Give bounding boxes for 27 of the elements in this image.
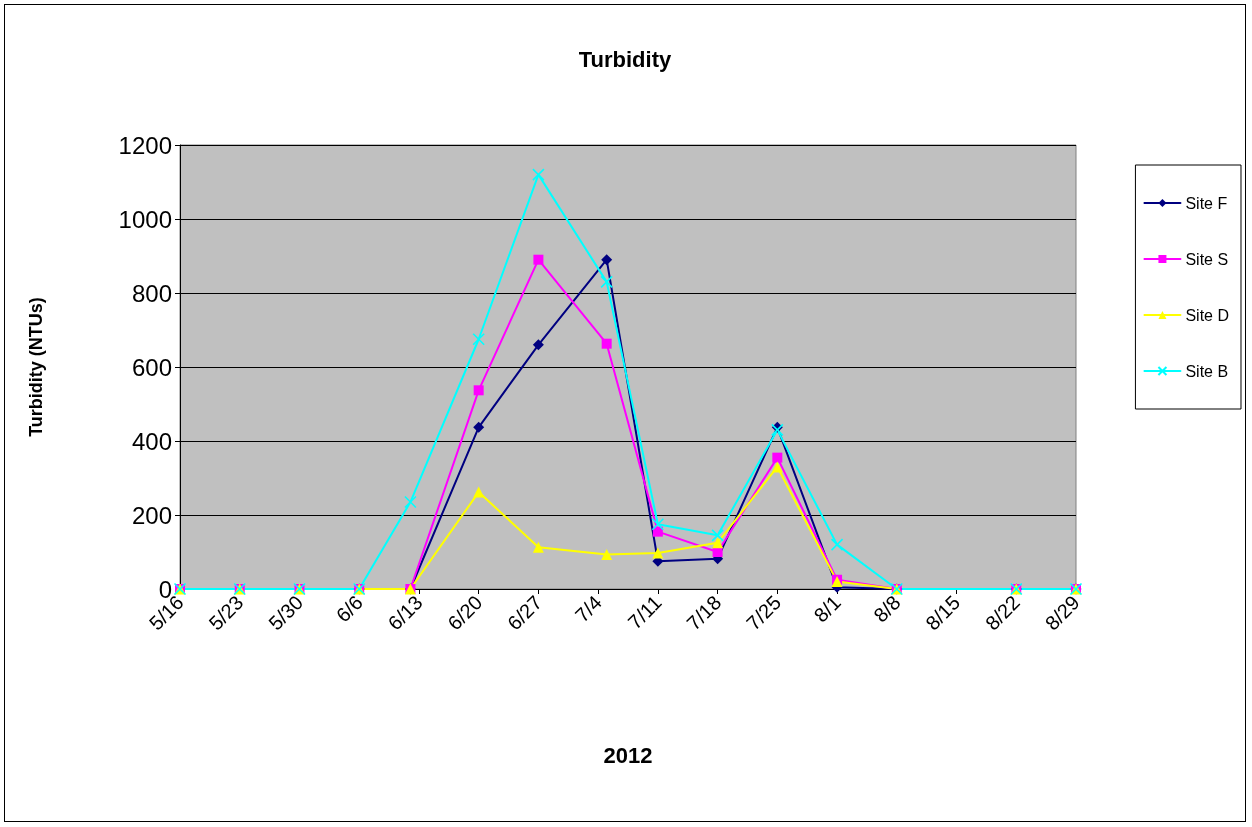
legend-label: Site D <box>1185 306 1230 324</box>
x-tick-label: 6/27 <box>503 591 547 635</box>
y-tick-label: 600 <box>131 353 172 381</box>
x-tick-label: 7/18 <box>682 591 726 635</box>
legend-label: Site F <box>1185 194 1228 212</box>
x-tick-label: 7/4 <box>570 591 606 627</box>
x-tick-label: 5/23 <box>204 591 248 635</box>
y-tick-label: 1000 <box>118 205 172 233</box>
x-tick-label: 6/13 <box>383 591 427 635</box>
y-axis-title: Turbidity (NTUs) <box>26 297 46 437</box>
y-tick-label: 400 <box>131 427 172 455</box>
x-tick-label: 5/30 <box>264 591 308 635</box>
x-tick-label: 7/25 <box>742 591 786 635</box>
y-tick-label: 200 <box>131 501 172 529</box>
chart-title: Turbidity <box>578 46 672 72</box>
x-tick-label: 8/29 <box>1040 591 1084 635</box>
x-tick-label: 6/20 <box>443 591 487 635</box>
legend-label: Site S <box>1185 250 1229 268</box>
x-tick-label: 8/22 <box>980 591 1025 635</box>
x-tick-label: 8/8 <box>869 591 905 627</box>
x-axis-title: 2012 <box>603 742 653 768</box>
x-tick-label: 6/6 <box>331 591 367 627</box>
x-tick-label: 7/11 <box>623 591 666 634</box>
x-tick-label: 8/1 <box>809 591 845 627</box>
y-tick-label: 1200 <box>118 131 172 159</box>
legend-label: Site B <box>1185 362 1229 380</box>
y-tick-label: 800 <box>131 279 172 307</box>
